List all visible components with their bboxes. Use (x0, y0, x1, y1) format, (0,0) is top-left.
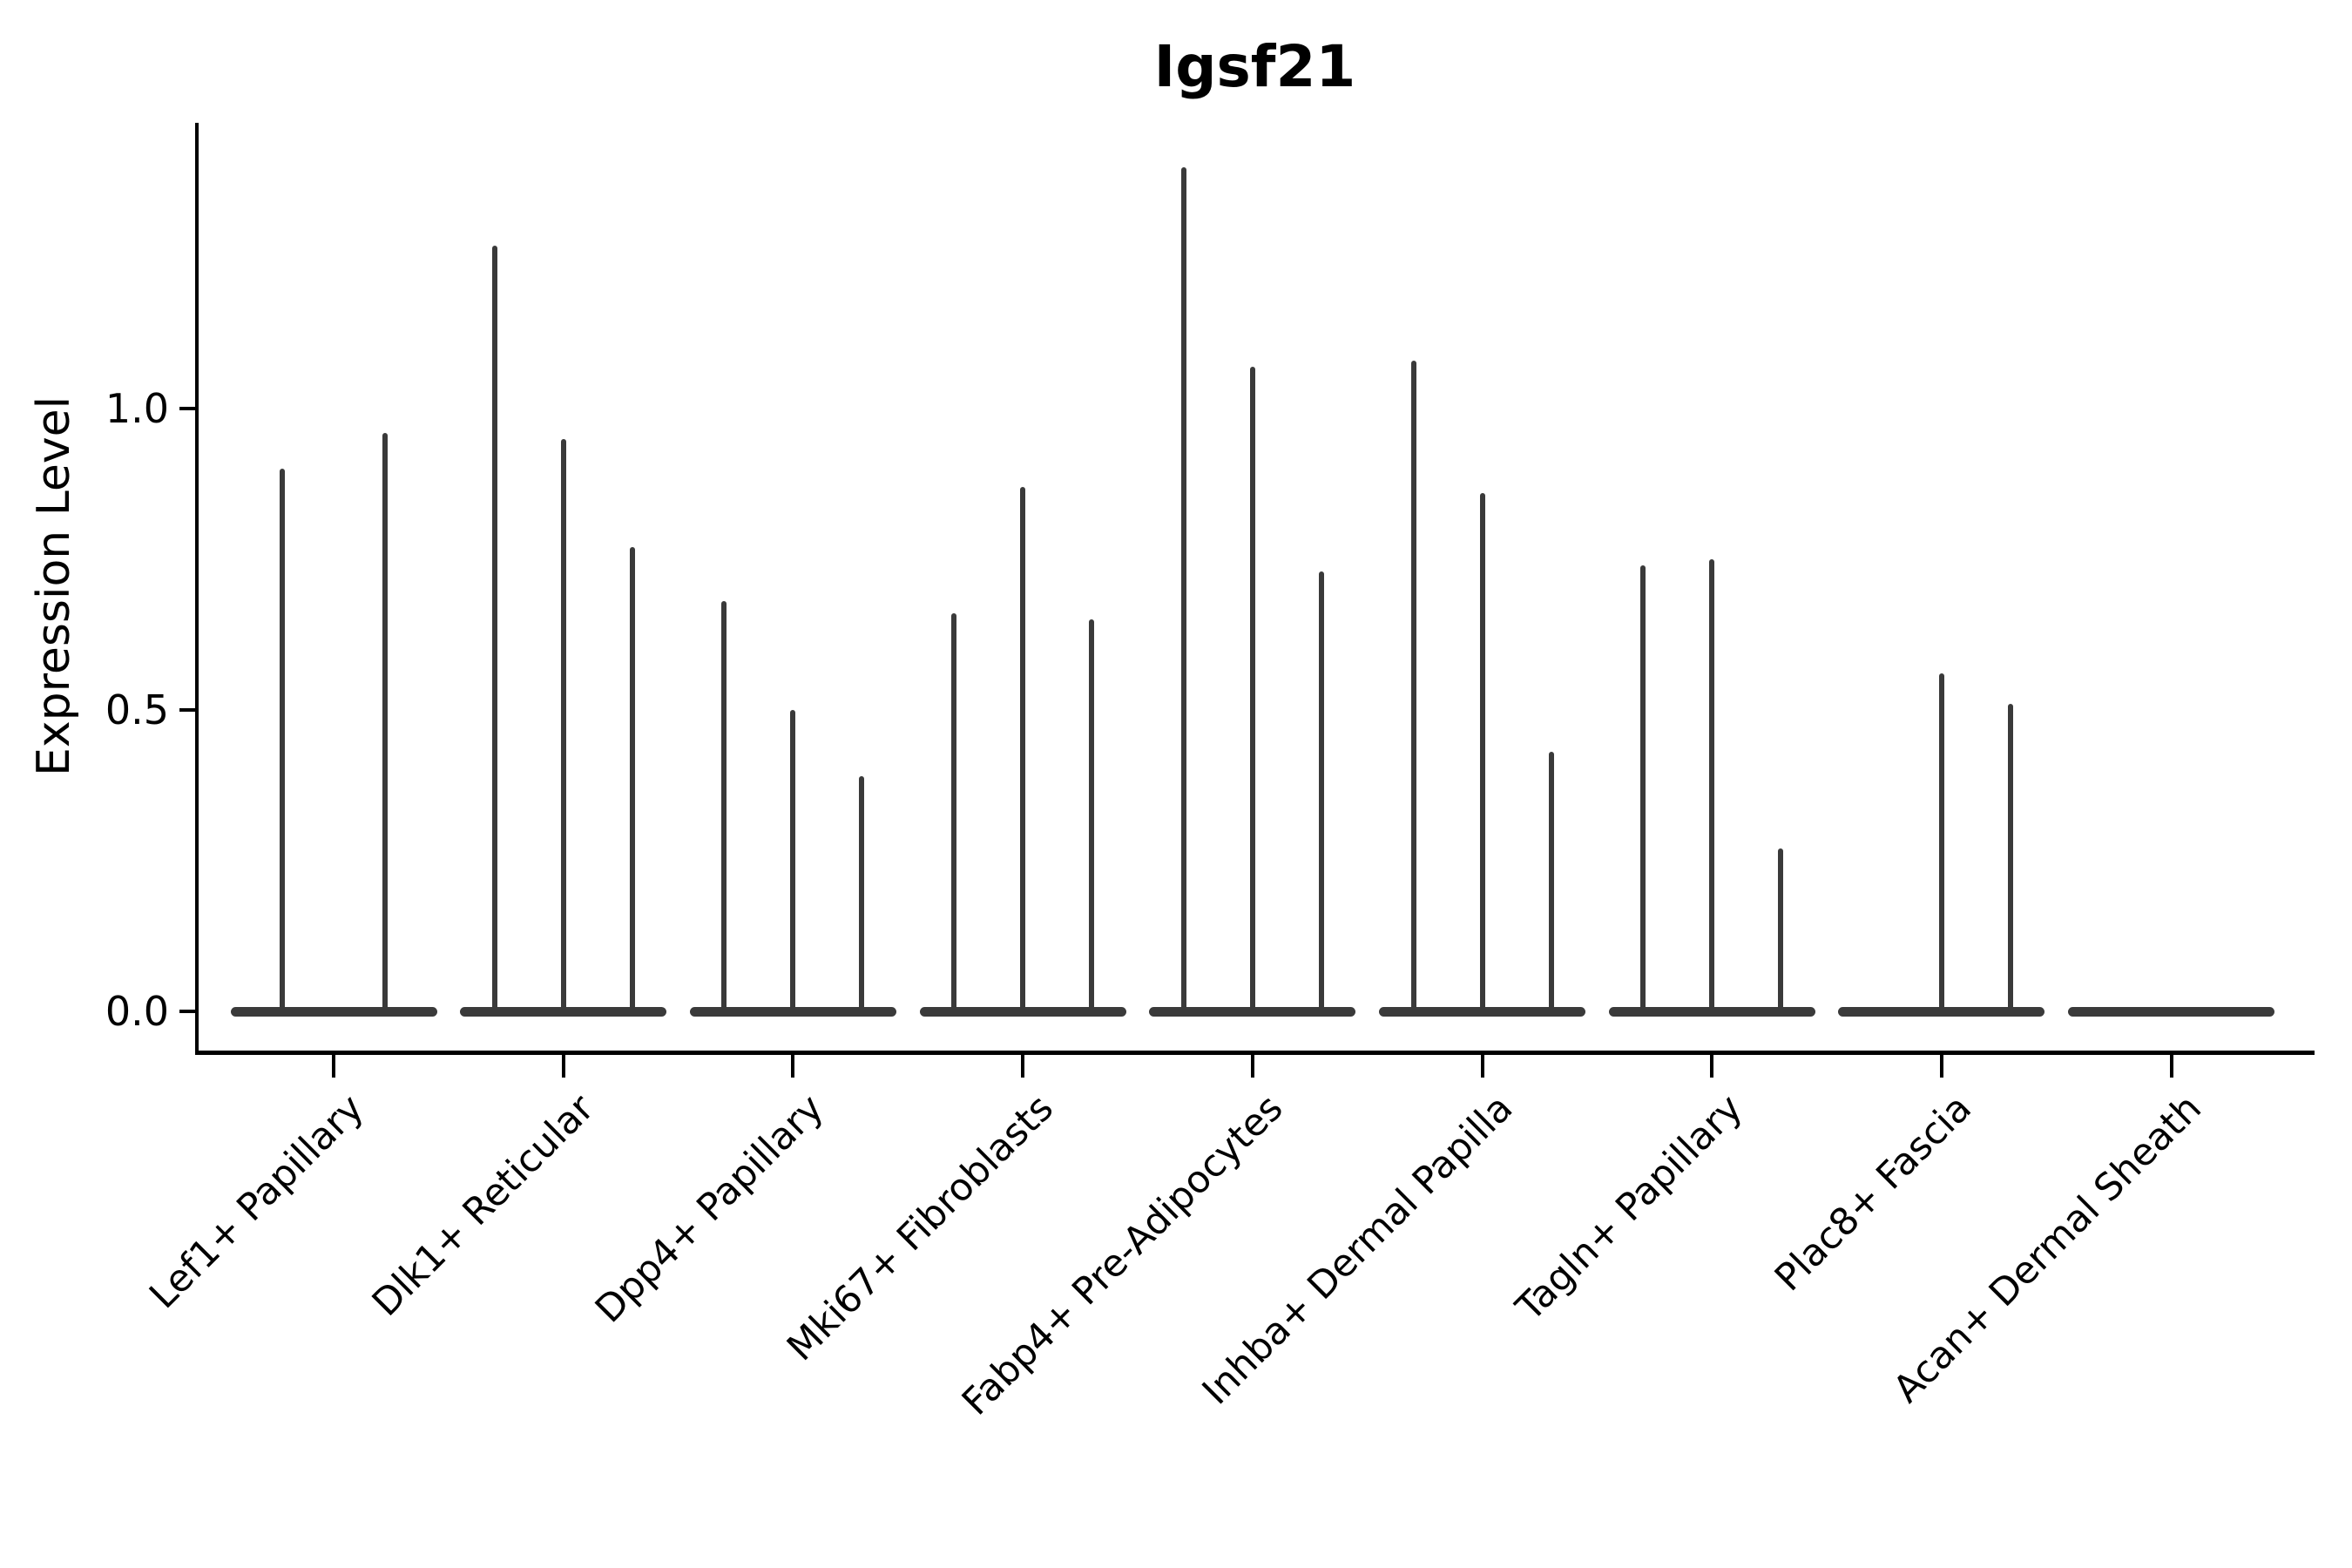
violin-spike (279, 469, 285, 1011)
violin-spike (1640, 564, 1646, 1011)
violin-spike (1089, 619, 1095, 1011)
x-tick-mark (1480, 1055, 1484, 1078)
violin-spike (1249, 366, 1255, 1011)
y-tick-label: 0.0 (105, 988, 169, 1035)
y-axis-spine (195, 123, 199, 1052)
x-tick-mark (791, 1055, 795, 1078)
violin-spike (790, 710, 796, 1011)
x-tick-mark (1710, 1055, 1714, 1078)
violin-spike (2007, 704, 2013, 1011)
x-tick-mark (1250, 1055, 1254, 1078)
y-tick-mark (179, 1010, 195, 1013)
x-tick-label: Dpp4+ Papillary (586, 1086, 832, 1332)
violin-spike (491, 246, 497, 1011)
violin-base (1149, 1006, 1356, 1017)
violin-spike (1180, 167, 1186, 1011)
x-tick-mark (1021, 1055, 1025, 1078)
violin-base (1608, 1006, 1815, 1017)
violin-spike (382, 432, 389, 1011)
violin-spike (1410, 360, 1416, 1011)
y-tick-mark (179, 708, 195, 712)
y-tick-label: 1.0 (105, 385, 169, 432)
violin-base (1379, 1006, 1585, 1017)
x-axis-spine (195, 1051, 2315, 1055)
violin-spike (1020, 486, 1026, 1011)
x-tick-label: Dlk1+ Reticular (363, 1086, 603, 1325)
violin-spike (629, 547, 635, 1011)
x-tick-mark (561, 1055, 565, 1078)
violin-spike (951, 613, 957, 1011)
violin-base (2068, 1006, 2275, 1017)
violin-spike (1479, 492, 1485, 1011)
x-tick-label: Mki67+ Fibroblasts (778, 1086, 1062, 1370)
violin-spike (1938, 673, 1944, 1011)
violin-spike (1318, 571, 1324, 1011)
violin-spike (1548, 752, 1554, 1011)
violin-spike (721, 601, 727, 1011)
violin-base (460, 1006, 667, 1017)
y-axis-label: Expression Level (28, 395, 80, 777)
x-tick-label: Plac8+ Fascia (1767, 1086, 1981, 1301)
y-tick-label: 0.5 (105, 686, 169, 733)
violin-spike (1709, 559, 1715, 1011)
violin-spike (859, 776, 865, 1011)
violin-base (230, 1006, 437, 1017)
x-tick-mark (2169, 1055, 2173, 1078)
x-tick-mark (1939, 1055, 1943, 1078)
x-tick-label: Lef1+ Papillary (141, 1086, 373, 1318)
y-tick-mark (179, 407, 195, 410)
violin-spike (1778, 848, 1784, 1011)
x-tick-label: Tagln+ Papillary (1507, 1086, 1751, 1330)
violin-base (1838, 1006, 2045, 1017)
violin-base (689, 1006, 896, 1017)
violin-spike (560, 438, 566, 1011)
plot-title: Igsf21 (1153, 33, 1356, 100)
violin-base (919, 1006, 1126, 1017)
x-tick-mark (332, 1055, 335, 1078)
